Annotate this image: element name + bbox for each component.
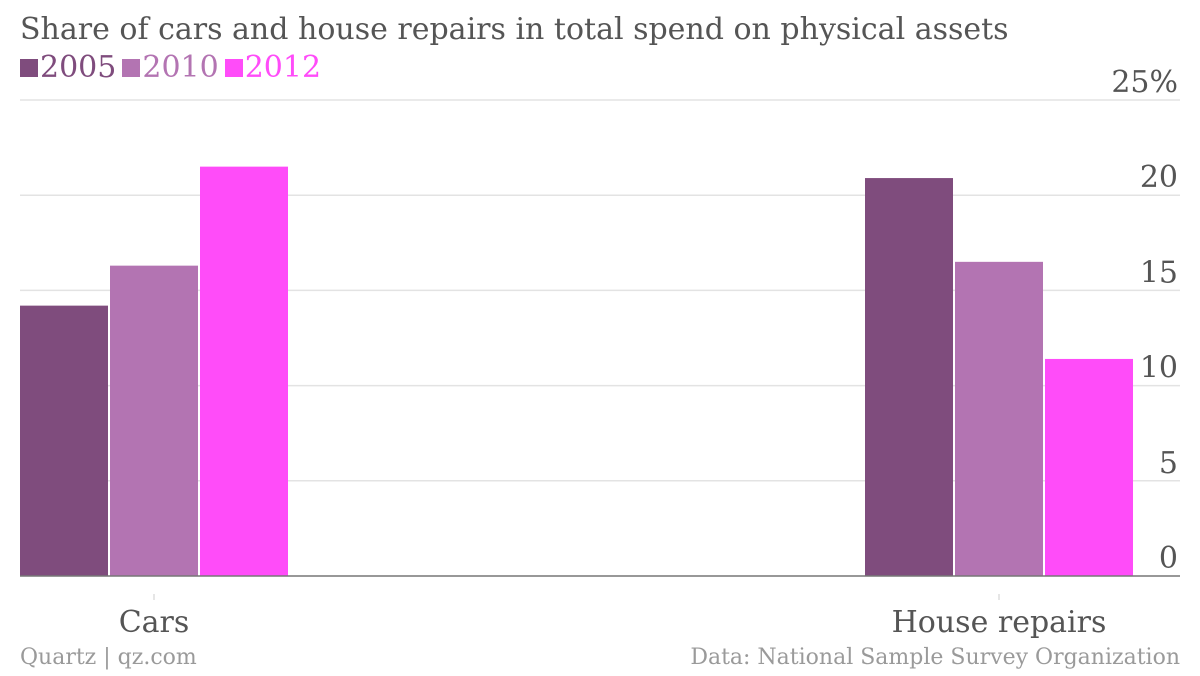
- legend: 2005 2010 2012: [20, 50, 321, 86]
- bar-2010-cars: [110, 265, 198, 576]
- bar-2012-cars: [200, 166, 288, 576]
- y-tick-label: 10: [1140, 351, 1178, 386]
- bar-2005-house-repairs: [865, 178, 953, 576]
- legend-item-2005: 2005: [20, 50, 116, 86]
- x-tick-label: House repairs: [892, 605, 1107, 640]
- y-tick-label: 20: [1140, 160, 1178, 195]
- chart-title: Share of cars and house repairs in total…: [20, 12, 1009, 47]
- y-tick-label: 25%: [1111, 65, 1178, 100]
- y-tick-label: 5: [1159, 446, 1178, 481]
- legend-item-2010: 2010: [122, 50, 219, 86]
- y-tick-label: 0: [1159, 541, 1178, 576]
- legend-swatch: [224, 59, 243, 77]
- legend-item-2012: 2012: [224, 50, 322, 86]
- legend-swatch: [122, 59, 141, 77]
- x-tick-label: Cars: [119, 605, 190, 640]
- legend-label: 2010: [142, 50, 219, 85]
- bar-2010-house-repairs: [955, 261, 1043, 576]
- bar-2005-cars: [20, 305, 108, 576]
- footer-credit: Quartz | qz.com: [20, 645, 197, 670]
- legend-label: 2012: [244, 50, 322, 85]
- footer-source: Data: National Sample Survey Organizatio…: [690, 645, 1180, 670]
- legend-label: 2005: [40, 50, 117, 85]
- y-tick-label: 15: [1140, 255, 1178, 290]
- bar-2012-house-repairs: [1045, 358, 1133, 576]
- legend-swatch: [20, 59, 38, 77]
